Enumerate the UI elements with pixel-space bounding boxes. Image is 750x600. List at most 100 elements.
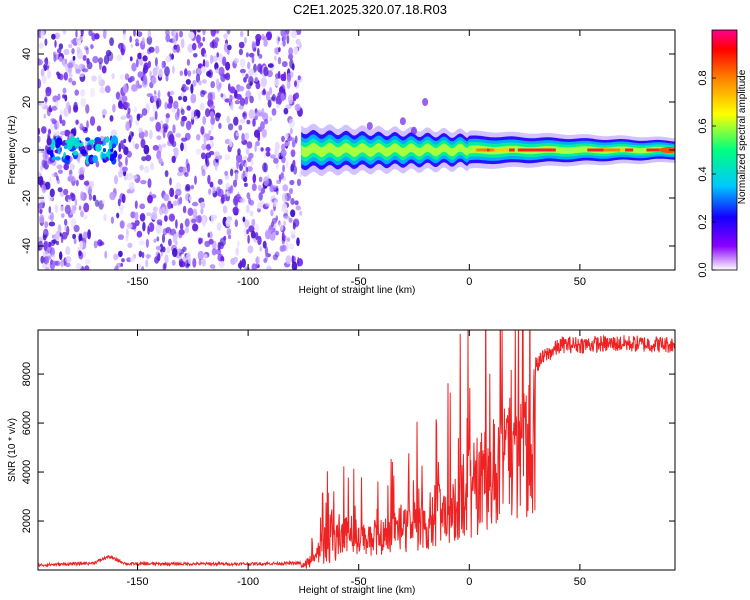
- noise-speckle: [133, 30, 136, 37]
- noise-speckle: [78, 73, 85, 78]
- noise-speckle: [232, 179, 238, 188]
- noise-speckle: [212, 186, 216, 194]
- noise-speckle: [255, 140, 260, 147]
- noise-speckle: [168, 133, 175, 144]
- noise-speckle: [207, 174, 211, 185]
- noise-speckle: [254, 144, 257, 153]
- noise-speckle: [141, 108, 148, 116]
- noise-speckle: [120, 43, 124, 52]
- y-tick-label: 0: [21, 147, 33, 153]
- noise-speckle: [143, 144, 150, 155]
- signal-band-peak: [541, 148, 556, 152]
- noise-speckle: [162, 128, 166, 139]
- noise-cluster-speckle: [57, 148, 61, 155]
- noise-speckle: [243, 182, 248, 187]
- snr-y-axis-label: SNR (10 * v/v): [7, 418, 18, 482]
- noise-speckle: [59, 251, 63, 261]
- noise-speckle: [136, 113, 141, 121]
- noise-speckle: [185, 184, 191, 191]
- noise-speckle: [101, 199, 106, 205]
- signal-band-peak: [587, 148, 604, 152]
- noise-speckle: [53, 54, 57, 63]
- noise-speckle: [83, 215, 88, 220]
- noise-speckle: [178, 247, 182, 254]
- noise-speckle: [139, 203, 146, 210]
- noise-speckle: [91, 32, 96, 42]
- noise-cluster-speckle: [109, 153, 115, 162]
- noise-speckle: [167, 102, 173, 109]
- noise-speckle: [289, 58, 294, 69]
- noise-speckle: [260, 121, 265, 130]
- noise-speckle: [204, 60, 210, 68]
- noise-speckle: [123, 32, 126, 41]
- noise-speckle: [138, 250, 143, 258]
- noise-speckle: [164, 170, 169, 178]
- noise-speckle: [226, 228, 232, 236]
- noise-cluster-speckle: [95, 143, 102, 152]
- noise-speckle: [179, 261, 186, 268]
- noise-speckle: [86, 58, 90, 65]
- noise-speckle: [260, 147, 264, 152]
- noise-cluster-speckle: [50, 152, 54, 158]
- noise-speckle: [54, 123, 58, 130]
- noise-speckle: [185, 79, 191, 85]
- noise-speckle: [148, 46, 155, 53]
- noise-speckle: [208, 188, 212, 195]
- signal-band-peak: [649, 148, 666, 152]
- noise-speckle: [78, 174, 85, 181]
- noise-speckle: [65, 262, 71, 268]
- signal-band-peak: [520, 148, 534, 152]
- noise-speckle: [184, 226, 190, 234]
- noise-cluster-speckle: [46, 137, 52, 146]
- noise-speckle: [149, 70, 152, 78]
- noise-speckle: [141, 156, 147, 162]
- colorbar-tick-label: 0.0: [697, 262, 709, 277]
- noise-speckle: [290, 234, 296, 239]
- noise-speckle: [206, 70, 212, 77]
- y-tick-label: 8000: [21, 362, 33, 386]
- noise-speckle: [190, 83, 194, 94]
- noise-speckle: [263, 38, 268, 47]
- noise-speckle: [273, 157, 279, 164]
- noise-speckle: [169, 187, 175, 198]
- noise-speckle: [248, 75, 254, 86]
- noise-cluster-speckle: [72, 138, 79, 143]
- noise-speckle: [278, 47, 281, 53]
- noise-speckle: [83, 202, 90, 213]
- spectrogram-x-ticks: -150 -100 -50 0 50: [127, 30, 586, 288]
- noise-speckle: [144, 130, 149, 138]
- noise-speckle: [201, 169, 206, 177]
- noise-speckle: [171, 53, 174, 60]
- noise-speckle: [149, 129, 153, 140]
- noise-speckle: [142, 221, 146, 232]
- x-tick-label: 50: [574, 576, 586, 588]
- noise-speckle: [246, 119, 251, 125]
- noise-speckle: [217, 83, 221, 93]
- noise-speckle: [137, 52, 143, 60]
- noise-speckle: [134, 81, 139, 92]
- noise-speckle: [38, 42, 44, 49]
- noise-speckle: [272, 254, 278, 261]
- noise-speckle: [138, 131, 145, 139]
- noise-speckle: [294, 135, 298, 144]
- noise-speckle: [84, 265, 90, 270]
- noise-speckle: [292, 255, 296, 263]
- noise-cluster-speckle: [63, 144, 68, 149]
- noise-speckle: [57, 224, 62, 234]
- snr-x-axis-label: Height of straight line (km): [299, 585, 416, 596]
- noise-speckle: [80, 97, 87, 108]
- noise-speckle: [275, 95, 282, 106]
- noise-speckle: [125, 121, 131, 131]
- noise-speckle: [248, 152, 254, 159]
- noise-speckle: [116, 54, 123, 61]
- noise-speckle: [145, 238, 149, 248]
- noise-speckle: [173, 200, 178, 207]
- noise-speckle: [286, 34, 290, 45]
- noise-speckle: [244, 219, 250, 228]
- noise-speckle: [49, 123, 54, 132]
- noise-speckle: [174, 111, 180, 121]
- noise-speckle: [255, 82, 261, 90]
- noise-speckle: [210, 30, 217, 37]
- noise-speckle: [277, 56, 282, 65]
- noise-speckle: [285, 132, 289, 139]
